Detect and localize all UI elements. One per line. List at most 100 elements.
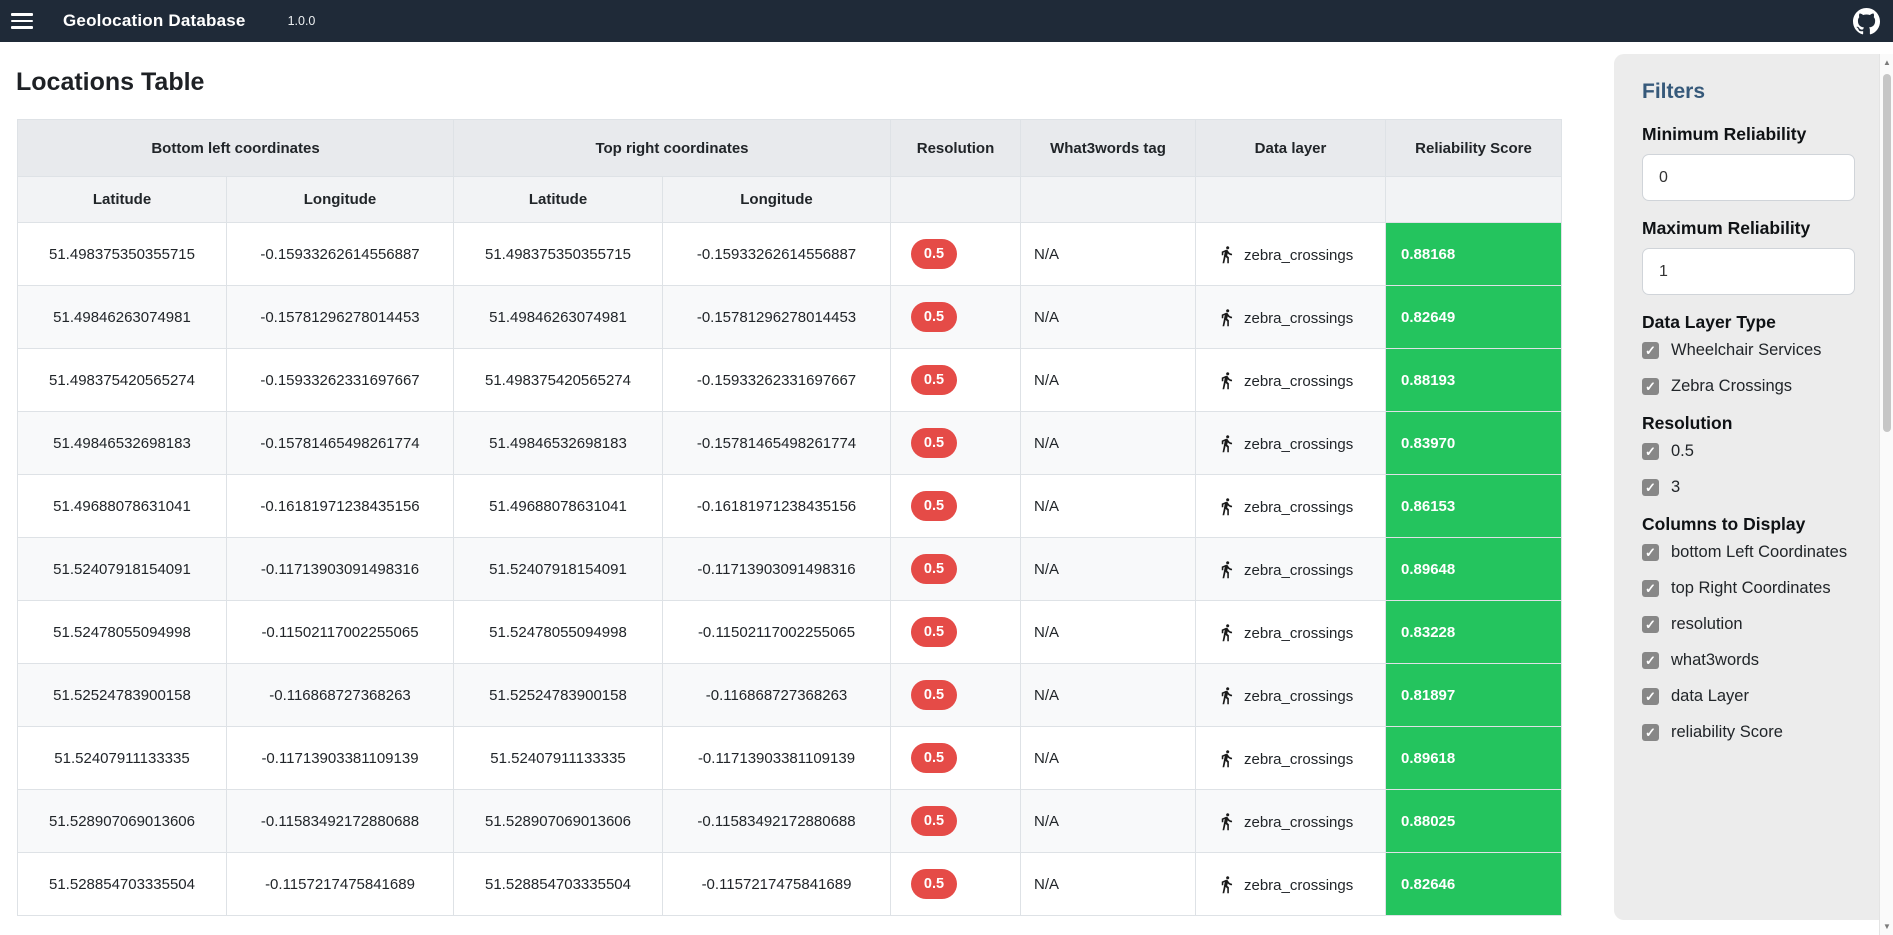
bottom-left-latitude-cell: 51.52478055094998 xyxy=(17,600,227,664)
reliability-score-cell: 0.88168 xyxy=(1385,222,1562,286)
table-row: 51.49688078631041 -0.16181971238435156 51.… xyxy=(17,474,1562,538)
checkbox-label[interactable]: what3words xyxy=(1671,651,1760,669)
checkbox-row: ✓ top Right Coordinates xyxy=(1642,579,1855,598)
resolution-cell: 0.5 xyxy=(890,411,1021,475)
checkbox-label[interactable]: top Right Coordinates xyxy=(1671,579,1831,597)
checkbox-label[interactable]: data Layer xyxy=(1671,687,1749,705)
checkbox-checked-icon[interactable]: ✓ xyxy=(1642,688,1659,705)
table-row: 51.52478055094998 -0.11502117002255065 51.… xyxy=(17,600,1562,664)
checkbox-label[interactable]: Wheelchair Services xyxy=(1671,341,1822,359)
walking-person-icon xyxy=(1221,812,1233,830)
data-layer-label: zebra_crossings xyxy=(1244,498,1354,516)
max-reliability-input[interactable] xyxy=(1642,248,1855,295)
subheader-empty xyxy=(1195,176,1386,223)
resolution-cell: 0.5 xyxy=(890,726,1021,790)
reliability-score-cell: 0.89648 xyxy=(1385,537,1562,601)
walking-person-icon xyxy=(1221,371,1233,389)
scrollbar-down-arrow-icon[interactable]: ▼ xyxy=(1883,922,1891,931)
page-title: Locations Table xyxy=(16,68,205,96)
table-subheader-row: Latitude Longitude Latitude Longitude xyxy=(17,176,1562,223)
resolution-badge: 0.5 xyxy=(911,869,957,899)
data-layer-cell: zebra_crossings xyxy=(1195,852,1386,916)
top-right-latitude-cell: 51.52524783900158 xyxy=(453,663,663,727)
filter-section: Columns to Display ✓ bottom Left Coordinat… xyxy=(1642,514,1855,742)
reliability-score-cell: 0.83228 xyxy=(1385,600,1562,664)
data-layer-label: zebra_crossings xyxy=(1244,687,1354,705)
checkbox-label[interactable]: 3 xyxy=(1671,478,1681,496)
checkbox-checked-icon[interactable]: ✓ xyxy=(1642,342,1659,359)
resolution-cell: 0.5 xyxy=(890,789,1021,853)
subheader-longitude: Longitude xyxy=(226,176,454,223)
resolution-cell: 0.5 xyxy=(890,474,1021,538)
resolution-badge: 0.5 xyxy=(911,554,957,584)
checkbox-row: ✓ reliability Score xyxy=(1642,723,1855,742)
checkbox-label[interactable]: Zebra Crossings xyxy=(1671,377,1793,395)
resolution-cell: 0.5 xyxy=(890,285,1021,349)
checkbox-checked-icon[interactable]: ✓ xyxy=(1642,724,1659,741)
checkbox-label[interactable]: bottom Left Coordinates xyxy=(1671,543,1848,561)
checkbox-label[interactable]: resolution xyxy=(1671,615,1743,633)
resolution-badge: 0.5 xyxy=(911,680,957,710)
bottom-left-latitude-cell: 51.49846532698183 xyxy=(17,411,227,475)
resolution-cell: 0.5 xyxy=(890,348,1021,412)
checkbox-row: ✓ Zebra Crossings xyxy=(1642,377,1855,396)
reliability-score-cell: 0.88025 xyxy=(1385,789,1562,853)
top-right-longitude-cell: -0.15781465498261774 xyxy=(662,411,891,475)
min-reliability-label: Minimum Reliability xyxy=(1642,124,1807,144)
filter-section-title: Resolution xyxy=(1642,413,1733,433)
scrollbar-thumb[interactable] xyxy=(1883,74,1891,432)
what3words-cell: N/A xyxy=(1020,285,1196,349)
filter-section-title: Columns to Display xyxy=(1642,514,1806,534)
scrollbar-up-arrow-icon[interactable]: ▲ xyxy=(1883,58,1891,67)
data-layer-cell: zebra_crossings xyxy=(1195,411,1386,475)
checkbox-row: ✓ what3words xyxy=(1642,651,1855,670)
checkbox-checked-icon[interactable]: ✓ xyxy=(1642,544,1659,561)
checkbox-label[interactable]: 0.5 xyxy=(1671,442,1694,460)
checkbox-checked-icon[interactable]: ✓ xyxy=(1642,652,1659,669)
min-reliability-input[interactable] xyxy=(1642,154,1855,201)
table-row: 51.52524783900158 -0.116868727368263 51.52… xyxy=(17,663,1562,727)
locations-table: Bottom left coordinates Top right coordi… xyxy=(17,119,1562,916)
github-link[interactable] xyxy=(1853,7,1880,35)
data-layer-cell: zebra_crossings xyxy=(1195,789,1386,853)
top-right-longitude-cell: -0.1157217475841689 xyxy=(662,852,891,916)
filter-section-title: Data Layer Type xyxy=(1642,312,1776,332)
what3words-cell: N/A xyxy=(1020,663,1196,727)
checkbox-label[interactable]: reliability Score xyxy=(1671,723,1783,741)
checkbox-checked-icon[interactable]: ✓ xyxy=(1642,479,1659,496)
walking-person-icon xyxy=(1221,434,1233,452)
resolution-badge: 0.5 xyxy=(911,302,957,332)
bottom-left-longitude-cell: -0.11502117002255065 xyxy=(226,600,454,664)
subheader-empty xyxy=(890,176,1021,223)
walking-person-icon xyxy=(1221,245,1233,263)
bottom-left-latitude-cell: 51.52407911133335 xyxy=(17,726,227,790)
checkbox-checked-icon[interactable]: ✓ xyxy=(1642,580,1659,597)
bottom-left-longitude-cell: -0.1157217475841689 xyxy=(226,852,454,916)
bottom-left-longitude-cell: -0.15781465498261774 xyxy=(226,411,454,475)
top-right-latitude-cell: 51.52407911133335 xyxy=(453,726,663,790)
filter-section: Resolution ✓ 0.5 ✓ 3 xyxy=(1642,413,1855,497)
data-layer-cell: zebra_crossings xyxy=(1195,600,1386,664)
sidebar-scrollbar[interactable]: ▲ ▼ xyxy=(1879,54,1893,935)
bottom-left-longitude-cell: -0.15781296278014453 xyxy=(226,285,454,349)
checkbox-checked-icon[interactable]: ✓ xyxy=(1642,443,1659,460)
table-row: 51.528907069013606 -0.11583492172880688 51… xyxy=(17,789,1562,853)
reliability-score-cell: 0.82649 xyxy=(1385,285,1562,349)
what3words-cell: N/A xyxy=(1020,600,1196,664)
table-body: 51.498375350355715 -0.15933262614556887 51… xyxy=(17,222,1562,916)
bottom-left-latitude-cell: 51.52524783900158 xyxy=(17,663,227,727)
top-right-latitude-cell: 51.49846263074981 xyxy=(453,285,663,349)
checkbox-checked-icon[interactable]: ✓ xyxy=(1642,616,1659,633)
hamburger-menu-icon[interactable] xyxy=(11,9,33,33)
resolution-cell: 0.5 xyxy=(890,600,1021,664)
checkbox-row: ✓ Wheelchair Services xyxy=(1642,341,1855,360)
top-right-latitude-cell: 51.49846532698183 xyxy=(453,411,663,475)
max-reliability-label: Maximum Reliability xyxy=(1642,218,1811,238)
data-layer-label: zebra_crossings xyxy=(1244,876,1354,894)
checkbox-checked-icon[interactable]: ✓ xyxy=(1642,378,1659,395)
data-layer-label: zebra_crossings xyxy=(1244,561,1354,579)
top-right-latitude-cell: 51.49688078631041 xyxy=(453,474,663,538)
data-layer-cell: zebra_crossings xyxy=(1195,726,1386,790)
data-layer-cell: zebra_crossings xyxy=(1195,537,1386,601)
data-layer-label: zebra_crossings xyxy=(1244,246,1354,264)
